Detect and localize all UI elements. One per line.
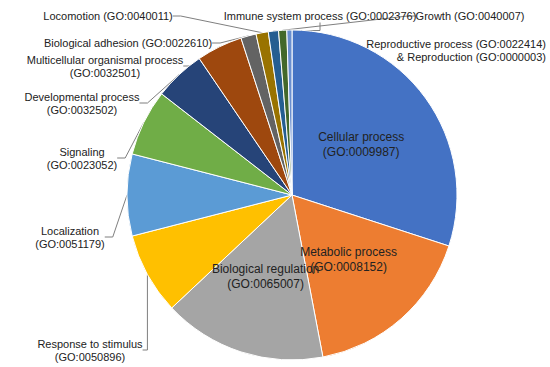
- svg-text:(GO:0050896): (GO:0050896): [55, 351, 125, 363]
- svg-text:Localization: Localization: [41, 225, 99, 237]
- svg-text:Growth (GO:0040007): Growth (GO:0040007): [416, 10, 525, 22]
- svg-text:Metabolic process: Metabolic process: [300, 245, 397, 259]
- svg-text:(GO:0032502): (GO:0032502): [47, 104, 117, 116]
- svg-text:(GO:0009987): (GO:0009987): [323, 145, 400, 159]
- svg-text:Cellular process: Cellular process: [318, 130, 404, 144]
- svg-text:(GO:0008152): (GO:0008152): [310, 260, 387, 274]
- svg-text:& Reproduction (GO:0000003): & Reproduction (GO:0000003): [397, 51, 546, 63]
- svg-text:Response to stimulus: Response to stimulus: [37, 338, 143, 350]
- svg-text:Developmental process: Developmental process: [25, 91, 140, 103]
- svg-text:Reproductive process (GO:00224: Reproductive process (GO:0022414): [366, 38, 546, 50]
- svg-text:Immune system process (GO:0002: Immune system process (GO:0002376): [224, 10, 417, 22]
- svg-text:(GO:0032501): (GO:0032501): [70, 67, 140, 79]
- svg-text:Biological regulation: Biological regulation: [212, 262, 319, 276]
- svg-text:Multicellular organismal proce: Multicellular organismal process: [27, 54, 184, 66]
- svg-text:(GO:0051179): (GO:0051179): [35, 238, 105, 250]
- svg-text:Locomotion (GO:0040011): Locomotion (GO:0040011): [43, 10, 172, 22]
- svg-text:Biological adhesion (GO:002261: Biological adhesion (GO:0022610): [44, 37, 212, 49]
- svg-text:(GO:0023052): (GO:0023052): [47, 159, 117, 171]
- svg-text:Signaling: Signaling: [59, 146, 104, 158]
- svg-text:(GO:0065007): (GO:0065007): [227, 277, 304, 291]
